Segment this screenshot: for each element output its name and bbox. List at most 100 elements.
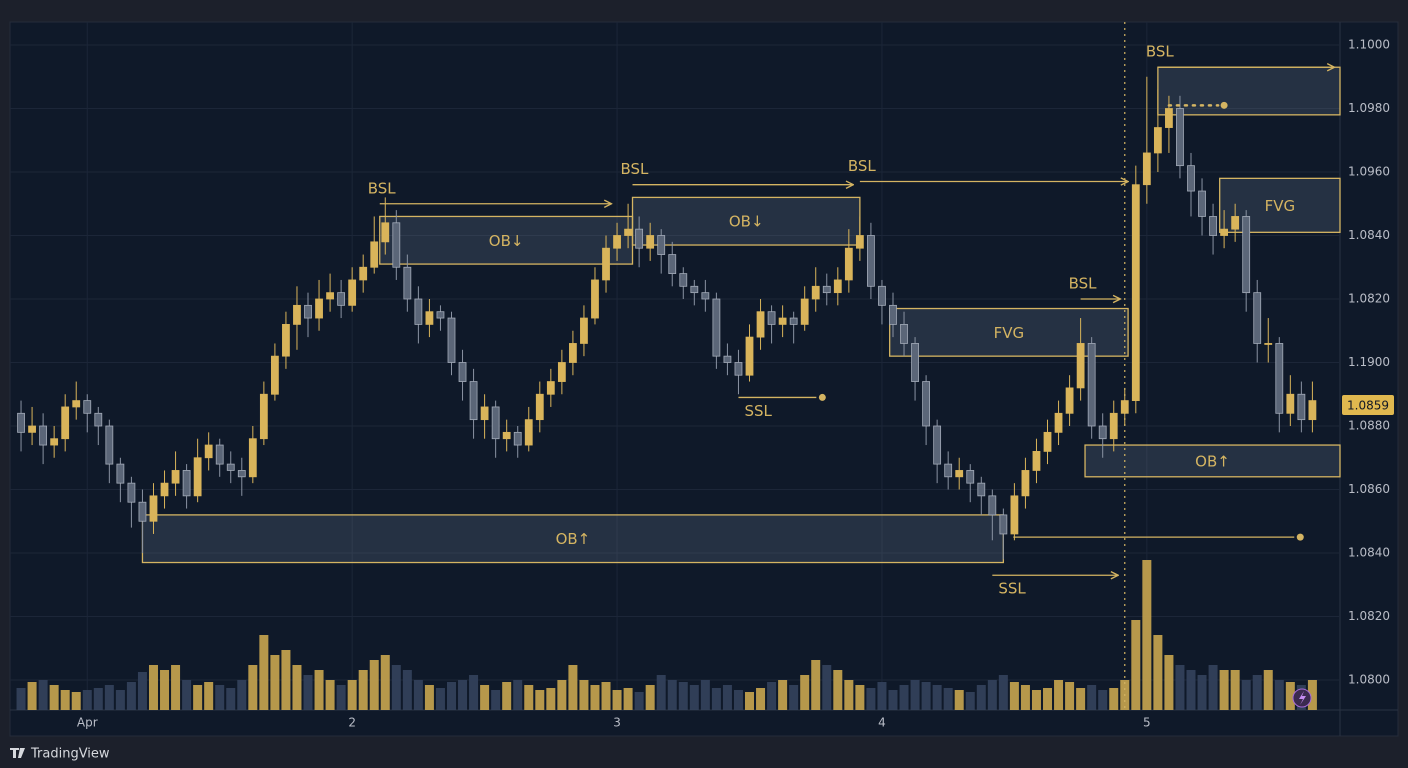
candle-body [977, 482, 986, 497]
y-tick-label: 1.0840 [1348, 228, 1390, 242]
y-tick-label: 1.1900 [1348, 355, 1390, 369]
candle-body [348, 279, 357, 306]
candle-body [613, 235, 621, 249]
candle-body [359, 266, 368, 281]
volume-bar [281, 650, 291, 710]
candle-body [160, 482, 169, 497]
volume-bar [833, 670, 843, 710]
volume-bar [49, 685, 59, 710]
level-label: SSL [998, 580, 1026, 598]
level-label: SSL [744, 402, 772, 420]
candle-body [237, 470, 246, 478]
level-dot [1296, 533, 1304, 541]
candle-body [1010, 495, 1019, 535]
candle-body [39, 425, 48, 446]
candle-body [602, 247, 610, 281]
level-label: BSL [621, 160, 650, 178]
candle-body [193, 457, 202, 497]
volume-bar [1197, 675, 1207, 710]
axes: 1.1000 1.0980 1.0960 1.0840 1.0820 1.1900 1.08… [77, 38, 1390, 730]
volume-bar [667, 680, 677, 710]
candle-body [668, 254, 677, 275]
candle-body [105, 425, 114, 465]
volume-bar [722, 685, 732, 710]
candle-body [149, 495, 158, 522]
volume-bar [601, 682, 611, 710]
volume-bar [1009, 682, 1019, 710]
volume-bar [910, 680, 920, 710]
volume-bar [137, 672, 147, 710]
candle-body [844, 247, 853, 281]
candle-body [491, 406, 500, 440]
volume-bar [546, 688, 556, 710]
volume-bar [1274, 680, 1284, 710]
volume-bar [1164, 655, 1174, 710]
y-tick-label: 1.0880 [1348, 419, 1390, 433]
volume-bar [866, 688, 876, 710]
volume-bar [82, 690, 92, 710]
branding: TradingView [30, 747, 110, 762]
candle-body [304, 304, 312, 319]
volume-bar [976, 685, 986, 710]
volume-bar [369, 660, 379, 710]
candle-body [259, 393, 268, 440]
candle-body [270, 355, 279, 395]
volume-bar [1087, 685, 1097, 710]
candle-body [326, 292, 334, 300]
volume-bar [943, 688, 953, 710]
volume-bar [226, 688, 236, 710]
volume-bar [656, 675, 666, 710]
x-tick-label: 3 [613, 716, 621, 730]
volume-bar [568, 665, 578, 710]
volume-bar [16, 688, 26, 710]
candle-body [822, 285, 831, 294]
x-tick-label: 4 [878, 716, 886, 730]
candle-body [282, 323, 290, 357]
volume-bar [932, 685, 942, 710]
candle-body [535, 393, 544, 421]
candle-body [1142, 152, 1151, 186]
candle-body [414, 298, 423, 325]
candle-body [1198, 190, 1206, 217]
volume-bar [1131, 620, 1141, 710]
y-tick-label: 1.1000 [1348, 38, 1390, 52]
volume-bar [424, 685, 434, 710]
candle-body [1242, 216, 1251, 294]
volume-bar [314, 670, 324, 710]
volume-bar [789, 685, 799, 710]
candle-body [911, 343, 919, 382]
candle-body [127, 482, 136, 503]
volume-bar [303, 675, 313, 710]
candle-body [17, 412, 25, 433]
volume-pane [16, 560, 1317, 710]
candle-body [1109, 412, 1118, 440]
volume-bar [899, 685, 909, 710]
candle-body [679, 273, 688, 287]
logo-mark [10, 748, 25, 758]
x-tick-label: 5 [1143, 716, 1151, 730]
level-label: BSL [1146, 43, 1175, 61]
candle-body [1275, 343, 1284, 414]
candle-body [569, 343, 577, 363]
candle-body [204, 444, 213, 459]
zone [1084, 444, 1341, 478]
candle-body [723, 355, 732, 363]
volume-bar [115, 690, 125, 710]
candle-body [458, 362, 467, 382]
volume-bar [60, 690, 70, 710]
volume-bar [469, 675, 479, 710]
candle-body [403, 266, 412, 300]
y-tick-label: 1.0820 [1348, 609, 1390, 623]
volume-bar [557, 680, 567, 710]
candle-body [778, 317, 787, 325]
volume-bar [767, 682, 777, 710]
level-label: BSL [368, 179, 397, 197]
zone-label: OB↓ [489, 232, 524, 250]
candle-body [28, 425, 36, 433]
y-tick-label: 1.0960 [1348, 165, 1390, 179]
candle-body [944, 463, 953, 478]
candle-body [447, 317, 456, 363]
candle-body [922, 381, 930, 427]
